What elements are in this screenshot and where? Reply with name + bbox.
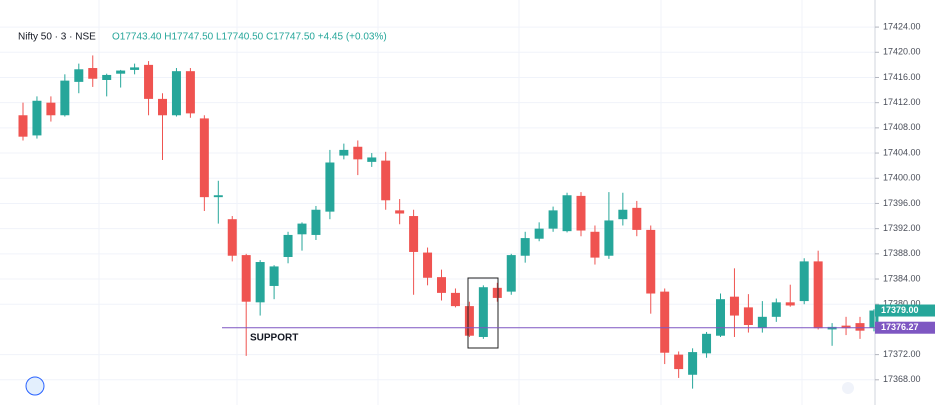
candle-body bbox=[716, 299, 725, 336]
ohlc-readout: O17743.40 H17747.50 L17740.50 C17747.50 … bbox=[112, 32, 387, 43]
candle-body bbox=[213, 195, 223, 198]
candle-body bbox=[325, 162, 335, 212]
candle-body bbox=[534, 228, 544, 239]
last-price-label: 17379.00 bbox=[881, 305, 919, 315]
candle-body bbox=[130, 67, 140, 70]
y-tick-label: 17388.00 bbox=[883, 248, 921, 258]
candle-body bbox=[785, 302, 795, 306]
candle-body bbox=[576, 195, 586, 231]
candle-body bbox=[437, 277, 446, 293]
candle-body bbox=[88, 68, 98, 79]
candle-body bbox=[702, 333, 712, 354]
candle-body bbox=[562, 195, 572, 232]
candle-body bbox=[102, 74, 112, 80]
candle-body bbox=[144, 64, 154, 99]
candle-body bbox=[227, 219, 237, 256]
candle-body bbox=[674, 354, 684, 370]
candles bbox=[18, 55, 879, 389]
vertical-grid bbox=[98, 0, 803, 405]
candle-body bbox=[688, 352, 698, 375]
candle-body bbox=[339, 149, 349, 156]
y-tick-label: 17400.00 bbox=[883, 173, 921, 183]
y-tick-label: 17416.00 bbox=[883, 72, 921, 82]
candle-body bbox=[158, 98, 167, 116]
candle-body bbox=[618, 209, 628, 220]
y-tick-label: 17372.00 bbox=[883, 349, 921, 359]
candle-body bbox=[813, 261, 823, 329]
candle-body bbox=[464, 306, 474, 336]
candle-body bbox=[283, 234, 293, 257]
candle-body bbox=[199, 118, 209, 198]
scroll-icon[interactable] bbox=[842, 382, 854, 394]
candle-body bbox=[646, 229, 656, 294]
candle-body bbox=[478, 287, 488, 337]
candle-body bbox=[255, 262, 265, 303]
candle-body bbox=[353, 146, 363, 160]
candle-body bbox=[46, 102, 56, 116]
logo-icon[interactable] bbox=[25, 376, 45, 396]
highlight-box bbox=[467, 277, 499, 349]
candle-body bbox=[799, 261, 809, 302]
y-tick-label: 17404.00 bbox=[883, 147, 921, 157]
candle-body bbox=[60, 80, 70, 116]
candle-body bbox=[506, 255, 516, 292]
y-tick-label: 17408.00 bbox=[883, 122, 921, 132]
y-tick-label: 17368.00 bbox=[883, 374, 921, 384]
candle-body bbox=[367, 157, 377, 162]
candle-body bbox=[381, 160, 391, 201]
candle-body bbox=[869, 310, 879, 328]
candle-body bbox=[604, 220, 614, 256]
candle-body bbox=[32, 100, 42, 136]
candle-body bbox=[395, 210, 405, 214]
candle-body bbox=[660, 291, 670, 353]
y-tick-label: 17384.00 bbox=[883, 273, 921, 283]
candle-body bbox=[409, 216, 419, 252]
candle-body bbox=[743, 307, 753, 326]
price-axis: 17368.00 17372.00 17380.00 17384.00 17388.00… bbox=[875, 21, 921, 384]
candle-body bbox=[548, 210, 558, 229]
candle-body bbox=[729, 296, 739, 316]
y-tick-label: 17412.00 bbox=[883, 97, 921, 107]
y-tick-label: 17392.00 bbox=[883, 223, 921, 233]
y-tick-label: 17396.00 bbox=[883, 198, 921, 208]
support-annotation: SUPPORT bbox=[250, 332, 298, 343]
candle-body bbox=[311, 209, 321, 235]
last-price-box bbox=[875, 304, 935, 317]
y-tick-label: 17424.00 bbox=[883, 21, 921, 31]
candle-body bbox=[423, 252, 433, 278]
candle-body bbox=[269, 266, 279, 286]
candle-body bbox=[171, 71, 181, 116]
candle-body bbox=[116, 70, 126, 74]
candle-body bbox=[757, 316, 767, 328]
candle-body bbox=[590, 231, 600, 258]
candle-body bbox=[771, 302, 781, 317]
candle-body bbox=[241, 255, 251, 302]
candle-body bbox=[297, 223, 307, 235]
candle-body bbox=[185, 71, 195, 114]
y-tick-label: 17420.00 bbox=[883, 47, 921, 57]
symbol: Nifty 50 · 3 · NSE bbox=[18, 32, 96, 43]
support-price-label: 17376.27 bbox=[881, 322, 919, 332]
candle-body bbox=[450, 292, 460, 307]
candle-body bbox=[492, 287, 502, 298]
candle-body bbox=[74, 69, 84, 82]
candle-body bbox=[841, 325, 851, 329]
candle-body bbox=[632, 207, 642, 230]
support-price-box bbox=[875, 321, 935, 334]
y-tick-label: 17380.00 bbox=[883, 299, 921, 309]
candle-body bbox=[520, 238, 530, 256]
candle-body bbox=[18, 115, 28, 137]
candle-body bbox=[855, 323, 865, 331]
